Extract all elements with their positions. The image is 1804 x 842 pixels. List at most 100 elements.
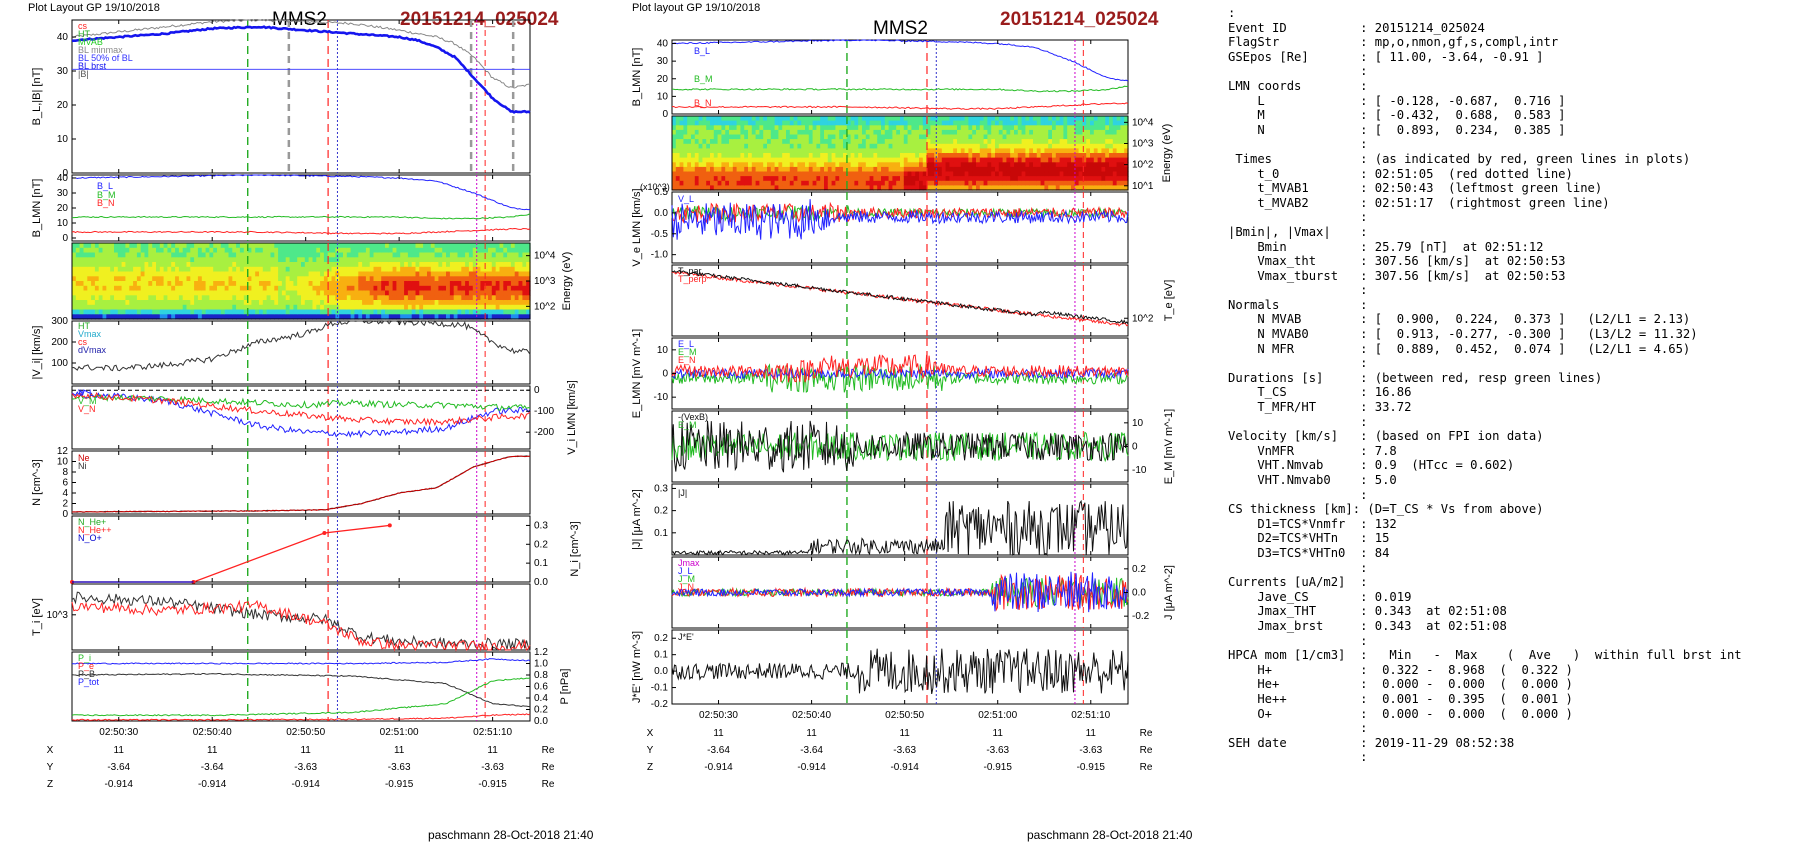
legend-entry: B_N [97, 198, 115, 208]
spectrogram-cell [102, 247, 107, 254]
spectrogram-cell [499, 300, 504, 306]
spectrogram-cell [1002, 185, 1007, 191]
spectrogram-cell [190, 257, 195, 263]
spectrogram-cell [407, 262, 413, 268]
spectrogram-cell [488, 257, 493, 263]
spectrogram-cell [289, 281, 294, 287]
spectrogram-cell [182, 247, 188, 254]
spectrogram-cell [411, 304, 417, 311]
spectrogram-cell [72, 304, 77, 311]
spectrogram-cell [801, 180, 806, 186]
spectrogram-cell [725, 166, 730, 173]
spectrogram-cell [98, 266, 104, 273]
spectrogram-cell [1036, 116, 1042, 122]
spectrogram-cell [892, 185, 897, 191]
spectrogram-cell [820, 129, 825, 136]
spectrogram-cell [1086, 153, 1091, 159]
spectrogram-cell [404, 276, 409, 282]
spectrogram-cell [228, 271, 233, 277]
spectrogram-cell [763, 171, 768, 177]
spectrogram-cell [1052, 171, 1057, 177]
spectrogram-cell [1074, 116, 1080, 122]
spectrogram-cell [362, 257, 367, 263]
spectrogram-cell [488, 247, 493, 254]
info-line: Times : (as indicated by red, green line… [1228, 151, 1691, 166]
spectrogram-cell [930, 139, 935, 145]
spectrogram-cell [964, 153, 969, 159]
info-line: t_0 : 02:51:05 (red dotted line) [1228, 166, 1573, 181]
spectrogram-cell [217, 262, 222, 268]
spectrogram-cell [285, 247, 291, 254]
spectrogram-cell [350, 309, 355, 315]
spectrogram-cell [770, 116, 776, 122]
spectrogram-cell [968, 185, 973, 191]
coord-value: 11 [300, 745, 311, 756]
spectrogram-cell [896, 143, 901, 149]
spectrogram-cell [710, 157, 715, 163]
spectrogram-cell [1116, 162, 1121, 168]
spectrogram-cell [869, 171, 874, 177]
spectrogram-cell [706, 148, 711, 154]
spectrogram-cell [465, 290, 470, 296]
spectrogram-cell [827, 116, 833, 122]
spectrogram-cell [133, 281, 138, 287]
spectrogram-cell [763, 157, 768, 163]
spectrogram-cell [675, 180, 681, 186]
spectrogram-cell [843, 171, 848, 177]
spectrogram-cell [1063, 116, 1068, 122]
spectrogram-cell [1105, 139, 1110, 145]
y-tick-label: 0.6 [534, 682, 548, 693]
spectrogram-cell [1082, 176, 1087, 182]
spectrogram-cell [941, 120, 947, 126]
spectrogram-cell [144, 314, 149, 320]
spectrogram-cell [136, 304, 142, 311]
spectrogram-cell [274, 247, 279, 254]
spectrogram-cell [930, 185, 935, 191]
spectrogram-cell [510, 285, 516, 292]
spectrogram-cell [136, 257, 142, 263]
spectrogram-cell [415, 304, 420, 311]
spectrogram-cell [484, 247, 489, 254]
spectrogram-cell [385, 300, 390, 306]
spectrogram-cell [404, 285, 409, 292]
spectrogram-cell [75, 304, 81, 311]
spectrogram-cell [998, 180, 1004, 186]
spectrogram-cell [72, 309, 77, 315]
spectrogram-cell [1055, 157, 1061, 163]
spectrogram-cell [930, 148, 935, 154]
spectrogram-cell [243, 271, 249, 277]
spectrogram-cell [995, 125, 1000, 131]
spectrogram-cell [209, 247, 214, 254]
spectrogram-cell [385, 290, 390, 296]
spectrogram-cell [1055, 153, 1061, 159]
info-line: VHT.Nmvab0 : 5.0 [1228, 473, 1397, 487]
spectrogram-cell [854, 185, 859, 191]
spectrogram-cell [331, 247, 336, 254]
spectrogram-cell [687, 143, 692, 149]
spectrogram-cell [247, 243, 252, 249]
spectrogram-cell [721, 125, 726, 131]
y-tick-label: 0.1 [654, 650, 668, 661]
spectrogram-cell [259, 247, 264, 254]
spectrogram-cell [1112, 148, 1118, 154]
spectrogram-cell [896, 139, 901, 145]
spectrogram-cell [1033, 162, 1038, 168]
spectrogram-cell [869, 129, 874, 136]
spectrogram-cell [748, 125, 753, 131]
spectrogram-cell [827, 143, 833, 149]
info-line: : [1228, 356, 1368, 371]
spectrogram-cell [499, 243, 504, 249]
spectrogram-cell [194, 252, 199, 258]
spectrogram-cell [377, 271, 382, 277]
spectrogram-cell [805, 116, 810, 122]
spectrogram-cell [846, 125, 852, 131]
spectrogram-cell [1063, 143, 1068, 149]
spectrogram-cell [926, 166, 931, 173]
spectrogram-cell [262, 304, 268, 311]
spectrogram-cell [411, 285, 417, 292]
spectrogram-cell [801, 116, 806, 122]
spectrogram-cell [110, 285, 115, 292]
spectrogram-cell [472, 285, 478, 292]
series-line [671, 648, 1129, 694]
